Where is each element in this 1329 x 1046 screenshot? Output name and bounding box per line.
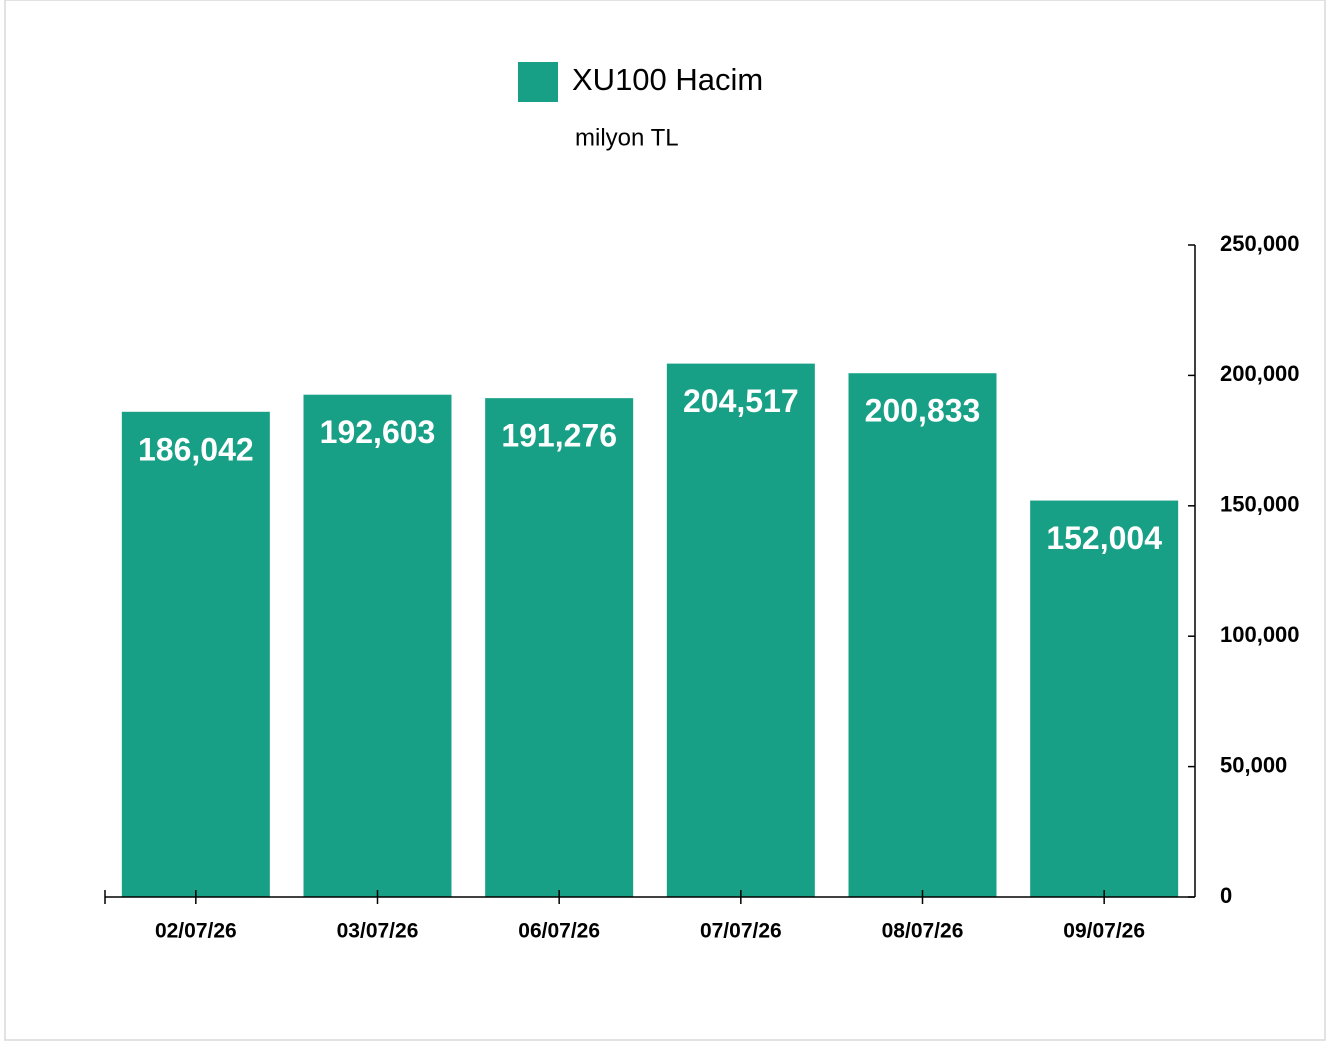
y-tick-label: 0 bbox=[1220, 883, 1232, 908]
y-tick-label: 250,000 bbox=[1220, 231, 1300, 256]
y-tick-label: 150,000 bbox=[1220, 492, 1300, 517]
bar bbox=[848, 373, 997, 897]
legend-label: XU100 Hacim bbox=[572, 62, 763, 97]
x-tick-label: 03/07/26 bbox=[337, 920, 419, 943]
bar bbox=[666, 363, 815, 898]
bar bbox=[303, 394, 452, 897]
value-label: 191,276 bbox=[501, 418, 617, 454]
value-label: 186,042 bbox=[138, 431, 254, 467]
y-tick-label: 50,000 bbox=[1220, 752, 1287, 777]
x-tick-label: 07/07/26 bbox=[700, 920, 782, 943]
y-tick-label: 100,000 bbox=[1220, 622, 1300, 647]
value-label: 204,517 bbox=[683, 383, 799, 419]
value-label: 192,603 bbox=[320, 414, 436, 450]
x-tick-label: 09/07/26 bbox=[1063, 920, 1145, 943]
x-tick-label: 06/07/26 bbox=[518, 920, 600, 943]
subtitle: milyon TL bbox=[575, 124, 679, 151]
value-label: 152,004 bbox=[1046, 520, 1162, 556]
x-tick-label: 02/07/26 bbox=[155, 920, 237, 943]
bar bbox=[121, 411, 270, 897]
legend-swatch bbox=[518, 62, 558, 102]
bar bbox=[1030, 500, 1179, 897]
value-label: 200,833 bbox=[865, 393, 981, 429]
y-tick-label: 200,000 bbox=[1220, 361, 1300, 386]
bar bbox=[485, 398, 634, 897]
x-tick-label: 08/07/26 bbox=[882, 920, 964, 943]
